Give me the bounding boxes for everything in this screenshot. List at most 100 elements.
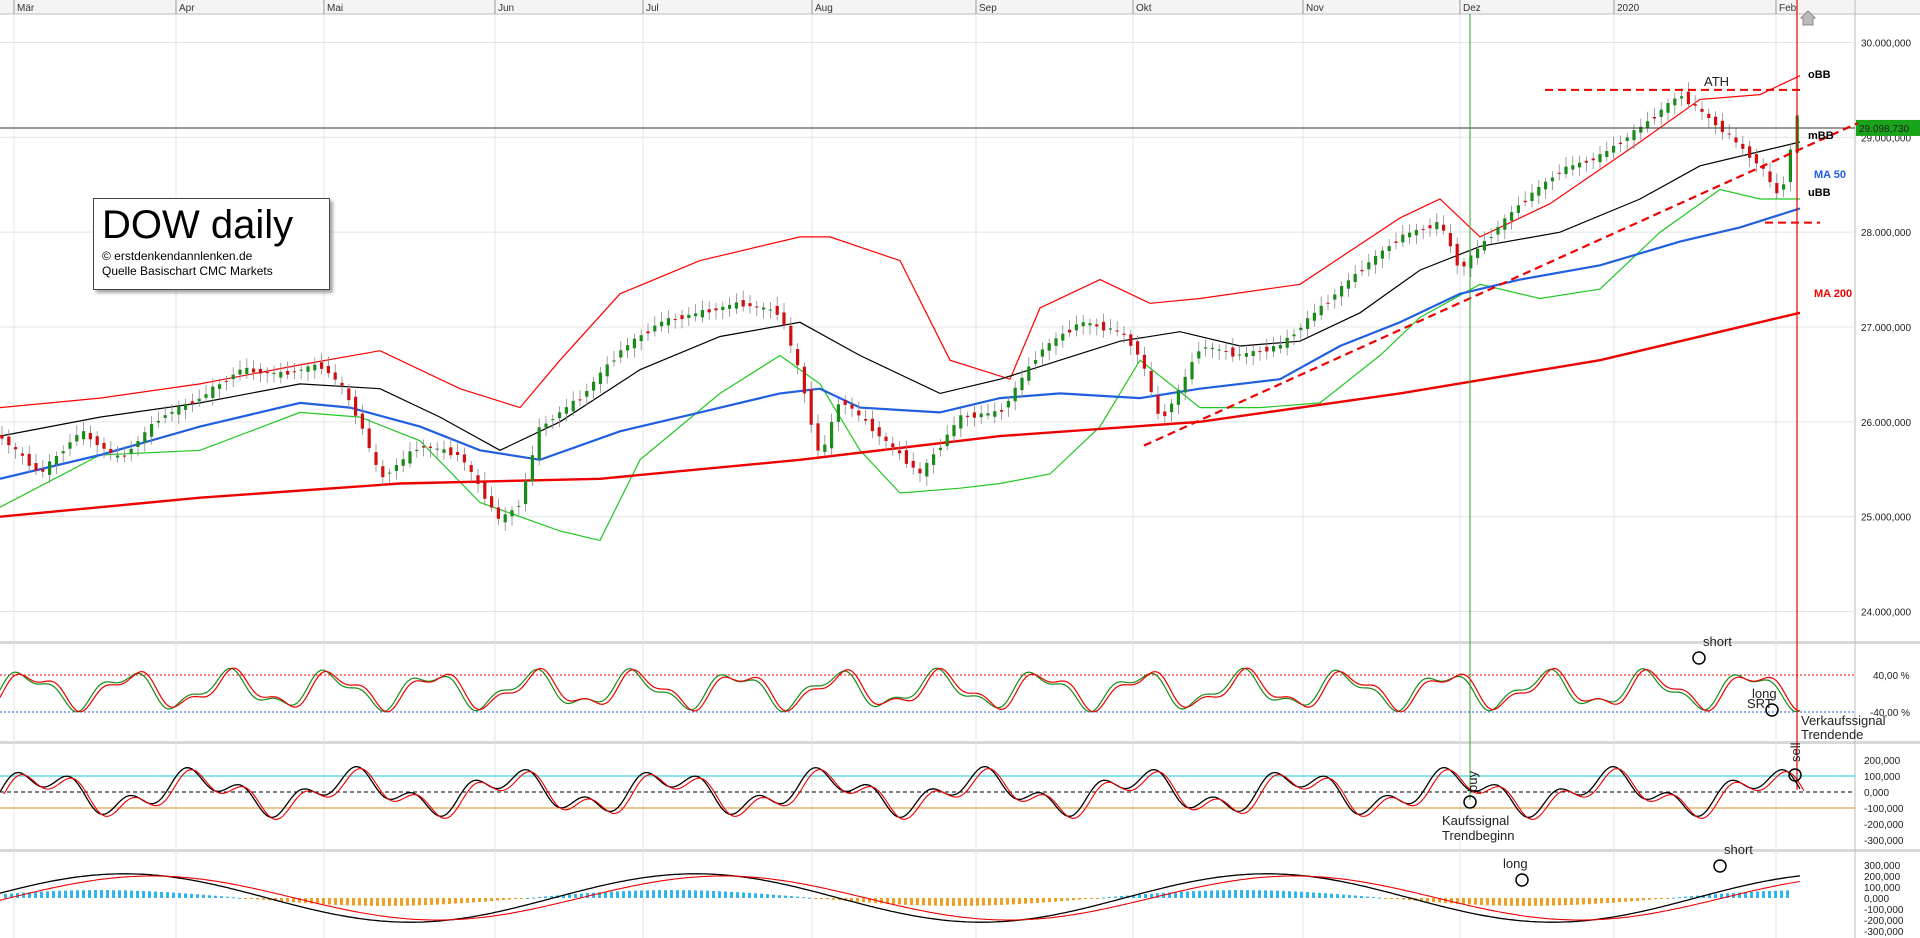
- panel-separator-0: [0, 641, 1920, 644]
- candle-body: [1306, 318, 1310, 329]
- osc3-histogram-bar: [4, 893, 7, 898]
- osc3-histogram-bar: [1240, 890, 1243, 898]
- candle-body: [680, 315, 684, 320]
- osc3-histogram-bar: [856, 898, 859, 902]
- candle-body: [1686, 91, 1690, 105]
- candle-body: [1238, 354, 1242, 356]
- osc3-histogram-bar: [574, 893, 577, 898]
- candle-body: [911, 460, 915, 468]
- osc3-histogram-bar: [730, 891, 733, 898]
- candle-body: [252, 368, 256, 373]
- osc3-histogram-bar: [1480, 898, 1483, 905]
- osc3-histogram-bar: [898, 898, 901, 905]
- candle-body: [530, 455, 534, 482]
- candle-body: [156, 420, 160, 423]
- osc3-histogram-bar: [1618, 898, 1621, 903]
- osc3-histogram-bar: [1456, 898, 1459, 904]
- candle-body: [612, 360, 616, 362]
- osc3-histogram-bar: [1528, 898, 1531, 906]
- osc3-histogram-bar: [1000, 898, 1003, 905]
- osc3-histogram-bar: [622, 891, 625, 898]
- osc3-histogram-bar: [370, 898, 373, 906]
- osc3-histogram-bar: [1294, 891, 1297, 898]
- osc3-histogram-bar: [1462, 898, 1465, 905]
- osc3-tick-6: -300,000: [1864, 927, 1904, 938]
- candle-body: [728, 304, 732, 309]
- osc3-histogram-bar: [1678, 897, 1681, 899]
- candle-body: [537, 427, 541, 460]
- osc3-histogram-bar: [1018, 898, 1021, 905]
- candle-body: [1408, 232, 1412, 238]
- osc3-histogram-bar: [298, 898, 301, 903]
- candle-body: [762, 307, 766, 310]
- candle-body: [1360, 269, 1364, 272]
- candle-body: [639, 335, 643, 342]
- price-tick-6: 24.000,000: [1861, 608, 1911, 619]
- candle-body: [1374, 255, 1378, 265]
- osc3-histogram-bar: [1252, 890, 1255, 898]
- osc3-histogram-bar: [382, 898, 385, 906]
- candle-body: [1516, 205, 1520, 213]
- candle-body: [1333, 294, 1337, 300]
- candle-body: [1612, 145, 1616, 153]
- osc3-histogram-bar: [1558, 898, 1561, 906]
- candle-body: [1646, 121, 1650, 128]
- osc3-histogram-bar: [1492, 898, 1495, 906]
- month-label-6: Sep: [979, 3, 997, 14]
- osc3-histogram-bar: [802, 897, 805, 899]
- candle-body: [646, 331, 650, 334]
- home-icon[interactable]: [1800, 10, 1816, 26]
- osc3-histogram-bar: [508, 898, 511, 900]
- osc3-histogram-bar: [1432, 898, 1435, 903]
- candle-body: [1217, 349, 1221, 351]
- osc3-histogram-bar: [1120, 896, 1123, 898]
- osc3-histogram-bar: [322, 898, 325, 905]
- osc3-histogram-bar: [568, 894, 571, 898]
- candle-body: [1693, 104, 1697, 106]
- candle-body: [1625, 137, 1629, 141]
- candle-body: [1006, 400, 1010, 408]
- candle-body: [1442, 224, 1446, 231]
- osc3-histogram-bar: [550, 895, 553, 898]
- osc3-histogram-bar: [184, 893, 187, 898]
- osc3-histogram-bar: [142, 891, 145, 898]
- candle-body: [1013, 387, 1017, 402]
- candle-body: [816, 423, 820, 451]
- candle-body: [184, 403, 188, 410]
- candle-body: [972, 412, 976, 418]
- candle-body: [1149, 371, 1153, 393]
- candle-body: [592, 381, 596, 391]
- candle-body: [442, 449, 446, 453]
- osc3-tick-0: 300,000: [1864, 861, 1901, 872]
- osc3-histogram-bar: [1330, 893, 1333, 898]
- candle-body: [1210, 347, 1214, 350]
- candle-body: [428, 446, 432, 448]
- osc3-histogram-bar: [1708, 894, 1711, 898]
- candle-body: [456, 451, 460, 456]
- osc3-histogram-bar: [640, 890, 643, 898]
- osc3-histogram-bar: [664, 890, 667, 898]
- osc3-histogram-bar: [502, 898, 505, 901]
- candle-body: [836, 404, 840, 422]
- candle-body: [1285, 337, 1289, 348]
- candle-body: [1707, 113, 1711, 119]
- osc3-histogram-bar: [910, 898, 913, 906]
- osc3-histogram-bar: [850, 898, 853, 902]
- candle-body: [272, 373, 276, 375]
- osc3-histogram-bar: [1282, 890, 1285, 898]
- candle-body: [714, 308, 718, 311]
- osc3-histogram-bar: [742, 892, 745, 898]
- osc3-histogram-bar: [946, 898, 949, 906]
- osc3-histogram-bar: [1342, 894, 1345, 898]
- osc3-histogram-bar: [40, 891, 43, 898]
- candle-body: [1632, 130, 1636, 141]
- candle-body: [775, 305, 779, 315]
- candle-body: [129, 448, 133, 454]
- osc3-histogram-bar: [310, 898, 313, 904]
- osc3-histogram-bar: [1426, 898, 1429, 902]
- osc3-histogram-bar: [412, 898, 415, 906]
- osc3-histogram-bar: [520, 898, 523, 899]
- osc3-histogram-bar: [634, 890, 637, 898]
- candle-body: [959, 415, 963, 429]
- candle-body: [7, 436, 11, 446]
